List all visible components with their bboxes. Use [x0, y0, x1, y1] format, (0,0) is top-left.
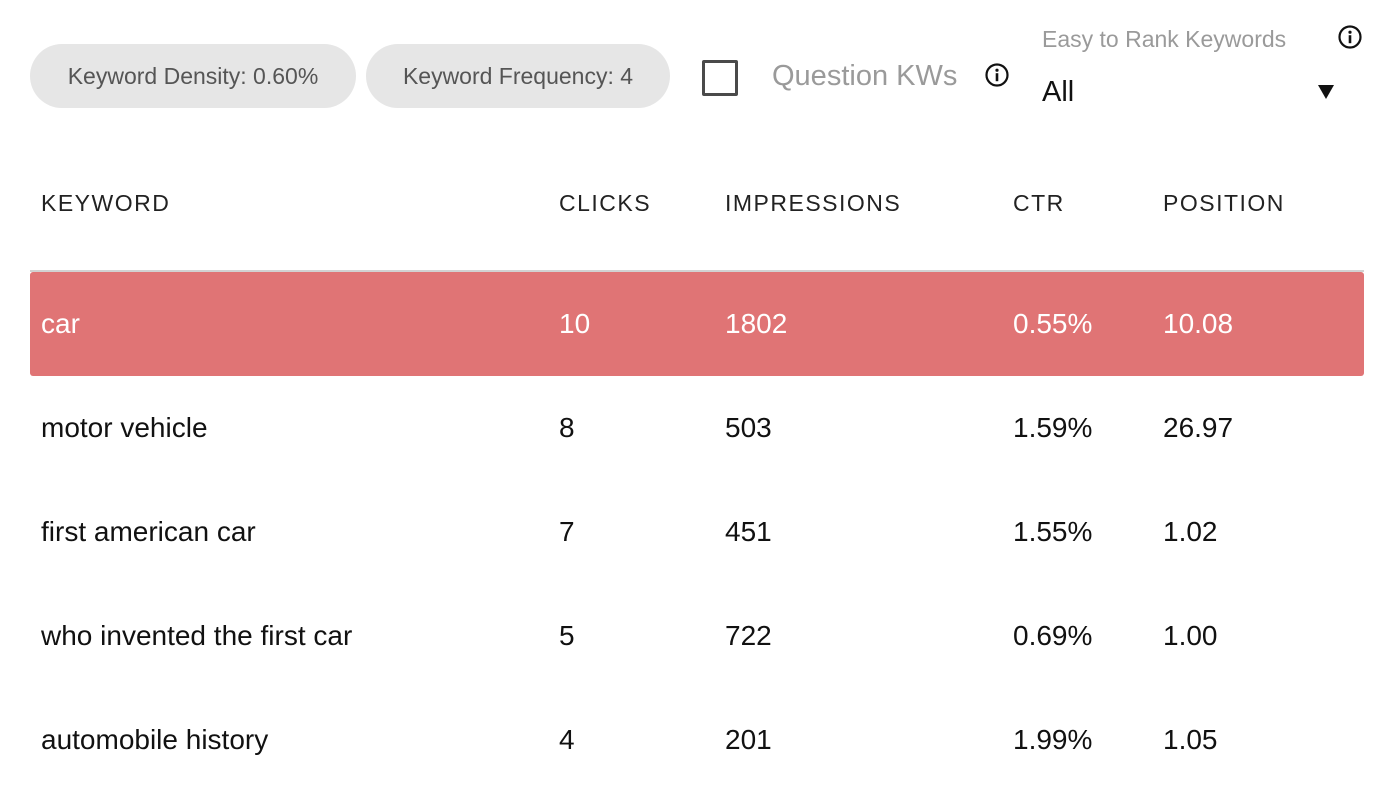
- clicks-cell: 5: [559, 620, 575, 651]
- keyword-density-label: Keyword Density: 0.60%: [67, 62, 319, 89]
- keyword-frequency-badge: Keyword Frequency: 4: [366, 44, 670, 108]
- keyword-cell: automobile history: [41, 724, 269, 755]
- keyword-cell: first american car: [41, 516, 256, 547]
- impressions-cell: 722: [725, 620, 772, 651]
- column-header-keyword[interactable]: KEYWORD: [41, 190, 171, 216]
- clicks-cell: 7: [559, 516, 575, 547]
- triangle-down-icon: [1318, 85, 1334, 99]
- keyword-frequency-label: Keyword Frequency: 4: [402, 62, 634, 89]
- position-cell: 1.00: [1163, 620, 1218, 651]
- easy-rank-label: Easy to Rank Keywords: [1042, 26, 1287, 52]
- position-cell: 10.08: [1163, 308, 1234, 339]
- table-row[interactable]: car 10 1802 0.55% 10.08: [30, 272, 1364, 376]
- column-header-ctr[interactable]: CTR: [1013, 190, 1065, 216]
- keyword-cell: who invented the first car: [41, 620, 353, 651]
- column-header-position[interactable]: POSITION: [1163, 190, 1285, 216]
- column-header-impressions[interactable]: IMPRESSIONS: [725, 190, 902, 216]
- table-row[interactable]: automobile history 4 201 1.99% 1.05: [30, 688, 1364, 792]
- position-cell: 1.05: [1163, 724, 1218, 755]
- keyword-density-badge: Keyword Density: 0.60%: [30, 44, 356, 108]
- question-kws-checkbox[interactable]: [702, 60, 738, 96]
- ctr-cell: 1.59%: [1013, 412, 1093, 443]
- position-cell: 26.97: [1163, 412, 1234, 443]
- table-header: KEYWORD CLICKS IMPRESSIONS CTR POSITION: [30, 150, 1364, 272]
- keyword-table: KEYWORD CLICKS IMPRESSIONS CTR POSITION …: [30, 150, 1364, 792]
- impressions-cell: 503: [725, 412, 772, 443]
- impressions-cell: 451: [725, 516, 772, 547]
- info-icon[interactable]: [1337, 24, 1363, 50]
- easy-rank-selected-value: All: [1042, 76, 1075, 108]
- info-icon[interactable]: [984, 62, 1010, 88]
- clicks-cell: 8: [559, 412, 575, 443]
- question-kws-label[interactable]: Question KWs: [772, 60, 958, 92]
- keyword-cell: car: [41, 308, 80, 339]
- ctr-cell: 0.55%: [1013, 308, 1093, 339]
- easy-rank-select[interactable]: All: [1040, 74, 1340, 114]
- impressions-cell: 201: [725, 724, 772, 755]
- ctr-cell: 1.99%: [1013, 724, 1093, 755]
- column-header-clicks[interactable]: CLICKS: [559, 190, 652, 216]
- table-row[interactable]: who invented the first car 5 722 0.69% 1…: [30, 584, 1364, 688]
- clicks-cell: 10: [559, 308, 591, 339]
- clicks-cell: 4: [559, 724, 575, 755]
- impressions-cell: 1802: [725, 308, 788, 339]
- table-row[interactable]: motor vehicle 8 503 1.59% 26.97: [30, 376, 1364, 480]
- position-cell: 1.02: [1163, 516, 1218, 547]
- keyword-cell: motor vehicle: [41, 412, 208, 443]
- table-row[interactable]: first american car 7 451 1.55% 1.02: [30, 480, 1364, 584]
- ctr-cell: 0.69%: [1013, 620, 1093, 651]
- ctr-cell: 1.55%: [1013, 516, 1093, 547]
